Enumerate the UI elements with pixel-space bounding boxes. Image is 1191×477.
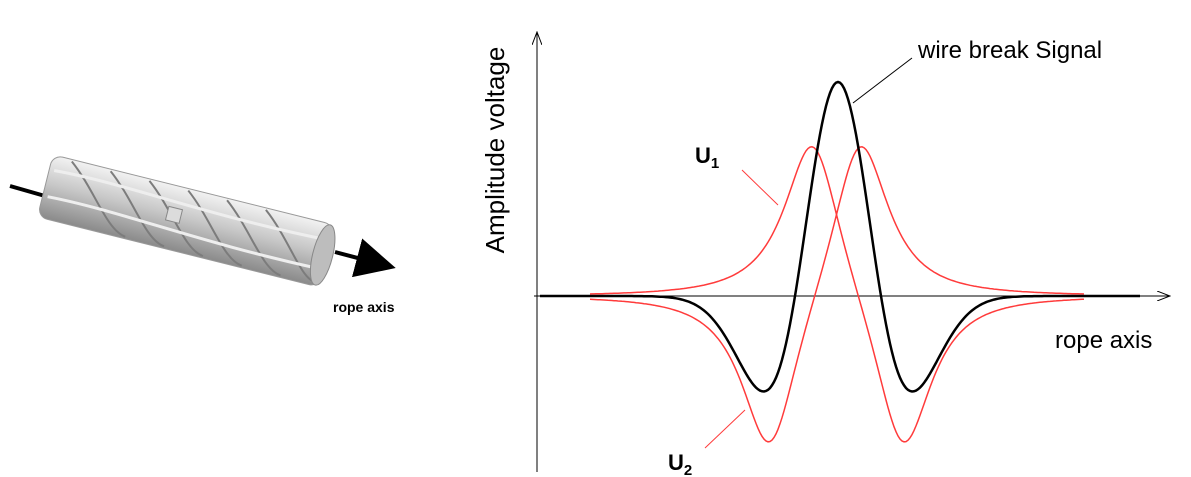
u1-sub: 1 (711, 155, 719, 172)
rope-axis-label: rope axis (333, 299, 395, 315)
u1-leader (741, 169, 779, 206)
rope-illustration: rope axis (9, 156, 396, 315)
u2-curve (589, 146, 1085, 443)
rope-body (39, 156, 336, 286)
rope-axis-line (9, 184, 46, 198)
rope-axis-arrow (334, 238, 396, 278)
u2-main: U (668, 450, 684, 475)
u2-sub: 2 (684, 462, 692, 477)
signal-label: wire break Signal (917, 37, 1102, 64)
u2-label: U2 (668, 450, 692, 477)
u1-curve (589, 146, 1085, 443)
u1-label: U1 (695, 143, 719, 172)
u2-leader (704, 409, 746, 449)
y-axis-label: Amplitude voltage (480, 47, 510, 254)
wire-break-signal-curve (540, 80, 1140, 393)
u1-main: U (695, 143, 711, 168)
signal-leader (852, 57, 913, 104)
x-axis-label: rope axis (1055, 327, 1152, 354)
